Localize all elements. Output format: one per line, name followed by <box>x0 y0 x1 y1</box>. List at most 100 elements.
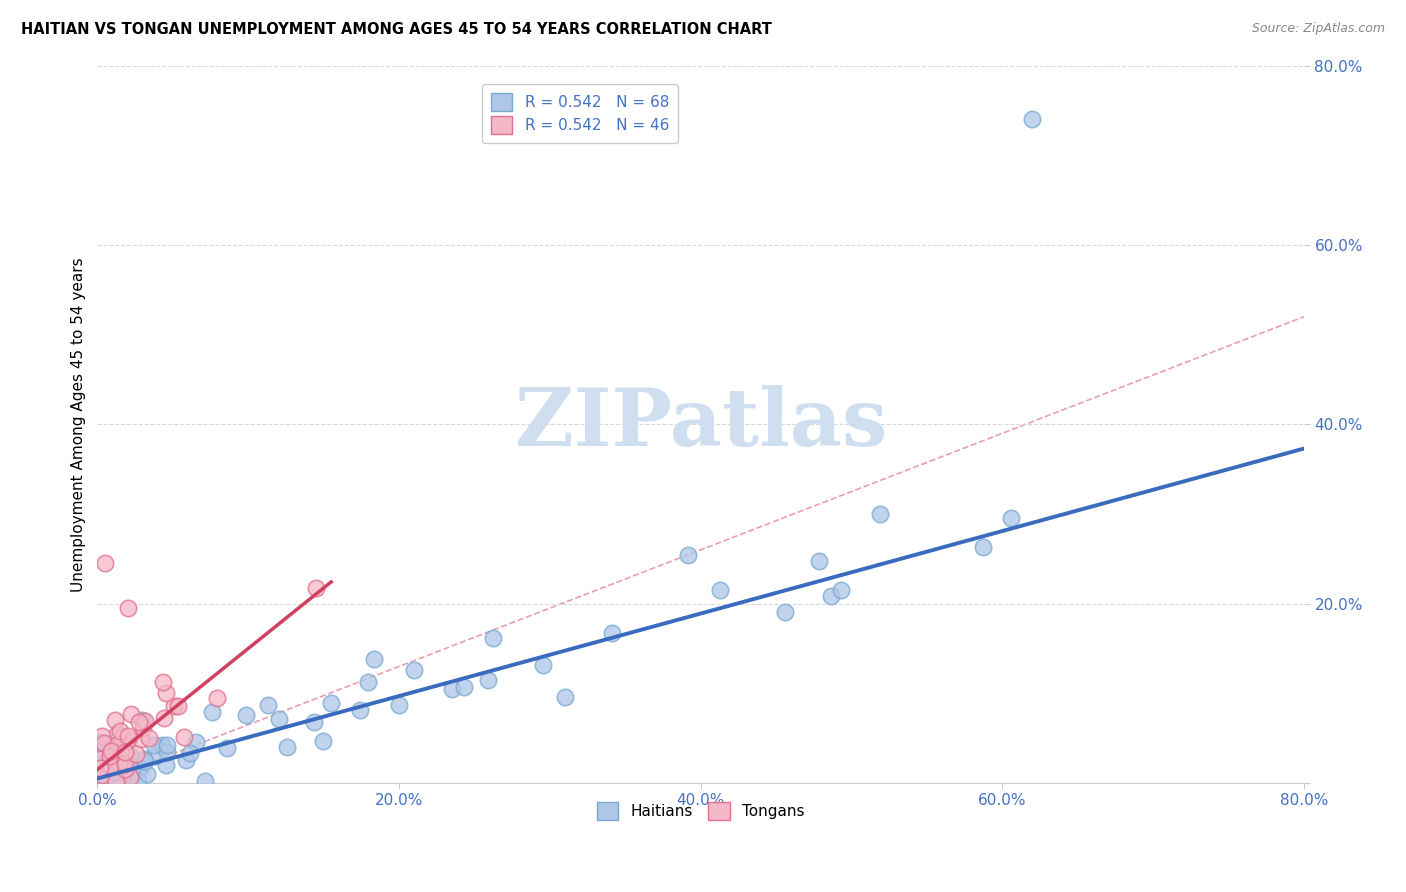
Point <box>145 749 167 764</box>
Point <box>90 773 112 788</box>
Text: ZIPatlas: ZIPatlas <box>515 385 887 463</box>
Point <box>173 730 195 744</box>
Legend: Haitians, Tongans: Haitians, Tongans <box>591 796 810 826</box>
Point <box>972 540 994 554</box>
Point <box>89 735 111 749</box>
Point <box>120 706 142 721</box>
Point <box>138 731 160 745</box>
Point <box>101 760 124 774</box>
Point <box>120 774 142 789</box>
Point <box>105 727 128 741</box>
Point <box>115 771 138 785</box>
Point <box>127 774 149 789</box>
Point <box>1021 112 1043 127</box>
Point <box>128 761 150 775</box>
Point <box>91 748 114 763</box>
Point <box>107 737 129 751</box>
Point <box>117 601 139 615</box>
Point <box>94 557 117 571</box>
Point <box>98 748 121 763</box>
Point <box>103 748 125 763</box>
Point <box>678 548 700 562</box>
Point <box>179 746 201 760</box>
Point <box>531 658 554 673</box>
Point <box>186 735 208 749</box>
Point <box>111 730 134 744</box>
Point <box>94 774 117 789</box>
Point <box>114 757 136 772</box>
Point <box>153 711 176 725</box>
Point <box>152 674 174 689</box>
Point <box>89 752 111 766</box>
Point <box>108 756 131 770</box>
Point <box>773 605 796 619</box>
Point <box>125 747 148 761</box>
Point <box>114 747 136 761</box>
Point <box>104 774 127 789</box>
Point <box>91 774 114 789</box>
Point <box>174 753 197 767</box>
Point <box>107 774 129 789</box>
Point <box>477 673 499 688</box>
Text: HAITIAN VS TONGAN UNEMPLOYMENT AMONG AGES 45 TO 54 YEARS CORRELATION CHART: HAITIAN VS TONGAN UNEMPLOYMENT AMONG AGE… <box>21 22 772 37</box>
Point <box>128 715 150 730</box>
Point <box>276 739 298 754</box>
Point <box>304 715 326 730</box>
Point <box>93 774 115 789</box>
Point <box>156 745 179 759</box>
Point <box>869 507 891 521</box>
Point <box>482 631 505 645</box>
Point <box>89 761 111 775</box>
Point <box>97 750 120 764</box>
Point <box>201 705 224 719</box>
Point <box>114 745 136 759</box>
Point <box>267 712 290 726</box>
Y-axis label: Unemployment Among Ages 45 to 54 years: Unemployment Among Ages 45 to 54 years <box>72 257 86 591</box>
Point <box>129 731 152 746</box>
Point <box>808 554 831 568</box>
Point <box>305 582 328 596</box>
Point <box>105 739 128 754</box>
Point <box>205 691 228 706</box>
Point <box>135 767 157 781</box>
Point <box>108 756 131 770</box>
Point <box>98 759 121 773</box>
Point <box>388 698 411 713</box>
Point <box>312 734 335 748</box>
Point <box>110 723 132 738</box>
Point <box>108 756 131 771</box>
Point <box>98 749 121 764</box>
Point <box>100 744 122 758</box>
Point <box>134 714 156 728</box>
Point <box>143 738 166 752</box>
Point <box>114 774 136 789</box>
Point <box>402 664 425 678</box>
Point <box>167 699 190 714</box>
Point <box>257 698 280 713</box>
Point <box>90 729 112 743</box>
Text: Source: ZipAtlas.com: Source: ZipAtlas.com <box>1251 22 1385 36</box>
Point <box>91 768 114 782</box>
Point <box>131 721 153 735</box>
Point <box>321 696 343 710</box>
Point <box>132 752 155 766</box>
Point <box>104 713 127 727</box>
Point <box>194 774 217 789</box>
Point <box>600 626 623 640</box>
Point <box>357 674 380 689</box>
Point <box>163 698 186 713</box>
Point <box>709 583 731 598</box>
Point <box>114 745 136 759</box>
Point <box>131 713 153 727</box>
Point <box>112 763 135 777</box>
Point <box>235 707 257 722</box>
Point <box>117 729 139 743</box>
Point <box>134 754 156 768</box>
Point <box>93 736 115 750</box>
Point <box>156 738 179 752</box>
Point <box>215 741 238 756</box>
Point <box>127 763 149 777</box>
Point <box>349 703 371 717</box>
Point <box>120 749 142 764</box>
Point <box>155 757 177 772</box>
